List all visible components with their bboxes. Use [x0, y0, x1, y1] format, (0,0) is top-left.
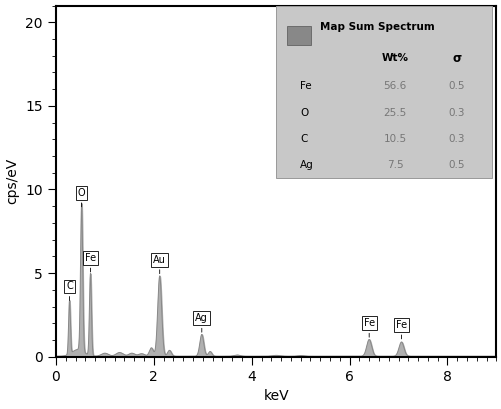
Text: Fe: Fe	[363, 318, 374, 337]
Text: Ag: Ag	[195, 313, 208, 332]
FancyBboxPatch shape	[276, 6, 491, 178]
Text: Fe: Fe	[300, 81, 312, 91]
Text: 7.5: 7.5	[386, 160, 403, 170]
Text: σ: σ	[451, 52, 460, 65]
Text: O: O	[300, 108, 308, 118]
Text: 56.6: 56.6	[383, 81, 406, 91]
Text: Wt%: Wt%	[381, 53, 408, 63]
Text: Au: Au	[153, 255, 166, 274]
Text: Ag: Ag	[300, 160, 314, 170]
Text: 0.3: 0.3	[448, 108, 464, 118]
Text: Fe: Fe	[85, 253, 96, 272]
Y-axis label: cps/eV: cps/eV	[6, 158, 20, 204]
Text: 0.3: 0.3	[448, 134, 464, 144]
Text: 0.5: 0.5	[448, 81, 464, 91]
Text: 10.5: 10.5	[383, 134, 406, 144]
FancyBboxPatch shape	[287, 26, 311, 45]
Text: C: C	[66, 281, 73, 301]
Text: C: C	[300, 134, 307, 144]
Text: 0.5: 0.5	[448, 160, 464, 170]
X-axis label: keV: keV	[263, 389, 289, 403]
Text: Fe: Fe	[395, 320, 406, 339]
Text: O: O	[78, 188, 85, 207]
Text: Map Sum Spectrum: Map Sum Spectrum	[320, 22, 434, 31]
Text: 25.5: 25.5	[383, 108, 406, 118]
